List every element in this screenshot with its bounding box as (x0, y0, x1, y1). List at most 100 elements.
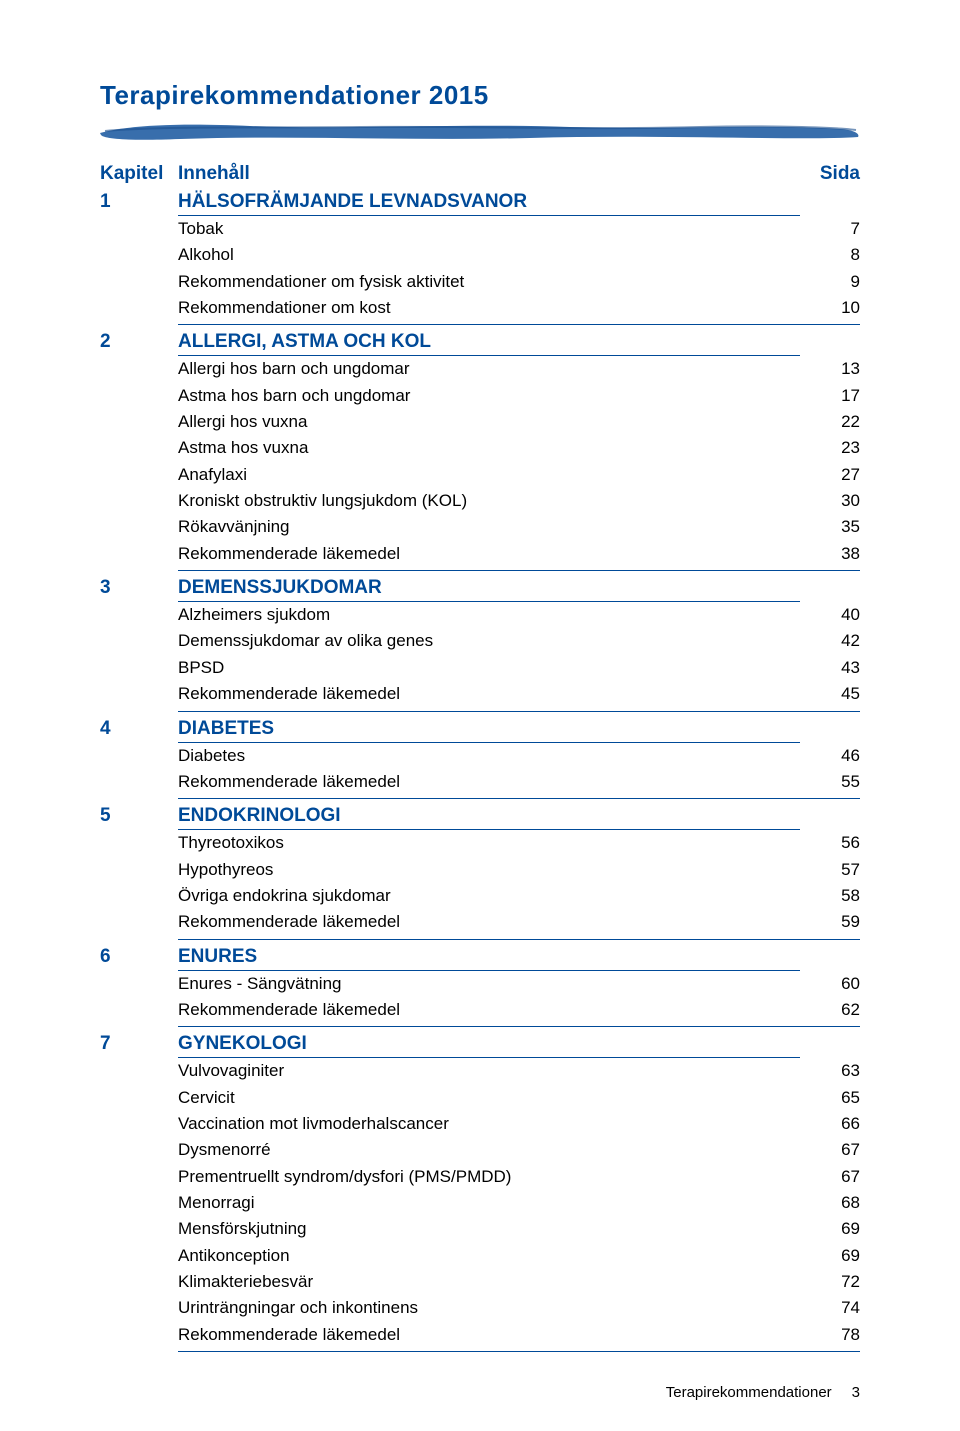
toc-item-page: 57 (800, 857, 860, 883)
toc-item-page: 46 (800, 743, 860, 769)
toc-item-label: Klimakteriebesvär (178, 1269, 800, 1295)
toc-item-label: Urinträngningar och inkontinens (178, 1295, 800, 1321)
toc-item-page: 62 (800, 997, 860, 1023)
toc-item-row: Rekommenderade läkemedel55 (100, 769, 860, 795)
section-divider (178, 939, 860, 940)
toc-item-spacer (100, 409, 178, 435)
toc-item-spacer (100, 514, 178, 540)
toc-item-page: 23 (800, 435, 860, 461)
toc-item-row: BPSD43 (100, 655, 860, 681)
toc-item-spacer (100, 997, 178, 1023)
section-divider (178, 798, 860, 799)
toc-item-row: Alkohol8 (100, 242, 860, 268)
toc-item-row: Cervicit65 (100, 1085, 860, 1111)
brush-stroke-divider (100, 117, 860, 145)
document-page: Terapirekommendationer 2015 Kapitel Inne… (0, 0, 960, 1431)
section-title: HÄLSOFRÄMJANDE LEVNADSVANOR (178, 191, 800, 216)
section-number: 4 (100, 718, 178, 740)
toc-item-page: 9 (800, 269, 860, 295)
toc-item-spacer (100, 356, 178, 382)
toc-item-label: Antikonception (178, 1243, 800, 1269)
toc-item-row: Mensförskjutning69 (100, 1216, 860, 1242)
toc-item-spacer (100, 1164, 178, 1190)
section-divider (178, 324, 860, 325)
toc-item-row: Rekommenderade läkemedel59 (100, 909, 860, 935)
section-title: DIABETES (178, 718, 800, 743)
toc-item-label: Allergi hos barn och ungdomar (178, 356, 800, 382)
toc-item-page: 43 (800, 655, 860, 681)
toc-item-label: Övriga endokrina sjukdomar (178, 883, 800, 909)
header-page: Sida (800, 163, 860, 185)
toc-item-spacer (100, 1243, 178, 1269)
toc-item-label: Demenssjukdomar av olika genes (178, 628, 800, 654)
toc-item-label: Menorragi (178, 1190, 800, 1216)
section-heading-row: 1HÄLSOFRÄMJANDE LEVNADSVANOR (100, 191, 860, 216)
toc-item-label: Rekommenderade läkemedel (178, 1322, 800, 1348)
toc-item-label: Allergi hos vuxna (178, 409, 800, 435)
toc-item-page: 38 (800, 541, 860, 567)
toc-item-spacer (100, 1295, 178, 1321)
header-content: Innehåll (178, 163, 800, 185)
toc-item-page: 68 (800, 1190, 860, 1216)
section-number: 6 (100, 946, 178, 968)
section-heading-row: 3DEMENSSJUKDOMAR (100, 577, 860, 602)
section-title: ENDOKRINOLOGI (178, 805, 800, 830)
toc-item-spacer (100, 830, 178, 856)
toc-item-row: Vulvovaginiter63 (100, 1058, 860, 1084)
section-heading-row: 7GYNEKOLOGI (100, 1033, 860, 1058)
section-heading-row: 4DIABETES (100, 718, 860, 743)
toc-item-spacer (100, 541, 178, 567)
toc-item-spacer (100, 1216, 178, 1242)
page-footer: Terapirekommendationer 3 (100, 1384, 860, 1401)
toc-item-label: Cervicit (178, 1085, 800, 1111)
toc-item-page: 63 (800, 1058, 860, 1084)
toc-item-label: Diabetes (178, 743, 800, 769)
toc-item-spacer (100, 1111, 178, 1137)
toc-item-spacer (100, 1085, 178, 1111)
toc-item-label: Mensförskjutning (178, 1216, 800, 1242)
section-divider (178, 1026, 860, 1027)
toc-item-spacer (100, 488, 178, 514)
toc-item-spacer (100, 909, 178, 935)
toc-item-row: Enures - Sängvätning60 (100, 971, 860, 997)
section-title-cell: DIABETES (178, 718, 800, 743)
section-title-cell: ALLERGI, ASTMA OCH KOL (178, 331, 800, 356)
toc-item-row: Rekommenderade läkemedel78 (100, 1322, 860, 1348)
toc-item-page: 22 (800, 409, 860, 435)
section-number: 5 (100, 805, 178, 827)
toc-item-spacer (100, 435, 178, 461)
section-number: 1 (100, 191, 178, 213)
section-heading-row: 5ENDOKRINOLOGI (100, 805, 860, 830)
toc-item-label: Rekommendationer om kost (178, 295, 800, 321)
toc-item-label: Alkohol (178, 242, 800, 268)
toc-item-page: 67 (800, 1137, 860, 1163)
section-number: 3 (100, 577, 178, 599)
toc-item-page: 60 (800, 971, 860, 997)
toc-item-row: Kroniskt obstruktiv lungsjukdom (KOL)30 (100, 488, 860, 514)
toc-item-page: 13 (800, 356, 860, 382)
toc-item-page: 27 (800, 462, 860, 488)
toc-item-label: Anafylaxi (178, 462, 800, 488)
toc-item-row: Övriga endokrina sjukdomar58 (100, 883, 860, 909)
toc-item-label: Alzheimers sjukdom (178, 602, 800, 628)
toc-item-row: Demenssjukdomar av olika genes42 (100, 628, 860, 654)
toc-item-label: Rökavvänjning (178, 514, 800, 540)
toc-item-label: Rekommendationer om fysisk aktivitet (178, 269, 800, 295)
toc-item-page: 65 (800, 1085, 860, 1111)
toc-item-page: 8 (800, 242, 860, 268)
toc-item-spacer (100, 1269, 178, 1295)
section-title: DEMENSSJUKDOMAR (178, 577, 800, 602)
toc-item-spacer (100, 269, 178, 295)
section-title: GYNEKOLOGI (178, 1033, 800, 1058)
section-number: 2 (100, 331, 178, 353)
toc-item-row: Anafylaxi27 (100, 462, 860, 488)
toc-item-page: 45 (800, 681, 860, 707)
toc-item-label: Hypothyreos (178, 857, 800, 883)
toc-item-row: Hypothyreos57 (100, 857, 860, 883)
toc-item-page: 78 (800, 1322, 860, 1348)
toc-item-spacer (100, 1322, 178, 1348)
toc-item-spacer (100, 681, 178, 707)
toc-item-row: Tobak7 (100, 216, 860, 242)
document-title: Terapirekommendationer 2015 (100, 80, 860, 111)
footer-label: Terapirekommendationer (666, 1384, 832, 1401)
